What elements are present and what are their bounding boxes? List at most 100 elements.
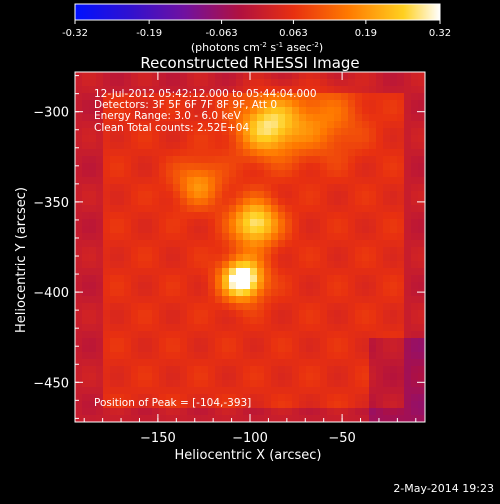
heatmap-cell xyxy=(145,401,153,409)
heatmap-cell xyxy=(257,331,265,339)
heatmap-cell xyxy=(299,408,307,416)
heatmap-cell xyxy=(397,282,405,290)
heatmap-cell xyxy=(397,268,405,276)
heatmap-cell xyxy=(313,149,321,157)
heatmap-cell xyxy=(355,205,363,213)
heatmap-cell xyxy=(215,163,223,171)
heatmap-cell xyxy=(138,233,146,241)
heatmap-cell xyxy=(215,401,223,409)
heatmap-cell xyxy=(341,352,349,360)
heatmap-cell xyxy=(383,296,391,304)
heatmap-cell xyxy=(299,135,307,143)
heatmap-cell xyxy=(404,401,412,409)
heatmap-cell xyxy=(418,254,425,262)
heatmap-cell xyxy=(362,380,370,388)
heatmap-cell xyxy=(236,219,244,227)
heatmap-cell xyxy=(236,380,244,388)
heatmap-cell xyxy=(327,254,335,262)
heatmap-cell xyxy=(75,121,83,129)
heatmap-cell xyxy=(355,212,363,220)
heatmap-cell xyxy=(82,394,90,402)
heatmap-cell xyxy=(222,79,230,87)
heatmap-cell xyxy=(215,380,223,388)
heatmap-cell xyxy=(236,233,244,241)
heatmap-cell xyxy=(152,289,160,297)
heatmap-cell xyxy=(75,317,83,325)
heatmap-cell xyxy=(173,170,181,178)
heatmap-cell xyxy=(285,79,293,87)
heatmap-cell xyxy=(145,268,153,276)
heatmap-cell xyxy=(124,275,132,283)
heatmap-cell xyxy=(411,401,419,409)
heatmap-cell xyxy=(292,275,300,283)
heatmap-cell xyxy=(411,212,419,220)
heatmap-cell xyxy=(278,338,286,346)
heatmap-cell xyxy=(376,345,384,353)
heatmap-cell xyxy=(390,86,398,94)
heatmap-cell xyxy=(390,338,398,346)
heatmap-cell xyxy=(348,86,356,94)
heatmap-cell xyxy=(110,317,118,325)
heatmap-cell xyxy=(110,387,118,395)
heatmap-cell xyxy=(131,93,139,101)
heatmap-cell xyxy=(89,184,97,192)
heatmap-cell xyxy=(208,177,216,185)
heatmap-cell xyxy=(117,359,125,367)
heatmap-cell xyxy=(390,184,398,192)
heatmap-cell xyxy=(89,191,97,199)
heatmap-cell xyxy=(334,233,342,241)
heatmap-cell xyxy=(257,380,265,388)
heatmap-cell xyxy=(124,296,132,304)
heatmap-cell xyxy=(264,408,272,416)
heatmap-cell xyxy=(222,254,230,262)
heatmap-cell xyxy=(313,107,321,115)
heatmap-cell xyxy=(215,212,223,220)
heatmap-cell xyxy=(348,401,356,409)
heatmap-cell xyxy=(292,331,300,339)
heatmap-cell xyxy=(173,394,181,402)
heatmap-cell xyxy=(145,121,153,129)
heatmap-cell xyxy=(362,156,370,164)
heatmap-cell xyxy=(187,338,195,346)
heatmap-cell xyxy=(306,107,314,115)
heatmap-cell xyxy=(334,198,342,206)
heatmap-cell xyxy=(278,184,286,192)
heatmap-cell xyxy=(285,198,293,206)
heatmap-cell xyxy=(166,135,174,143)
heatmap-cell xyxy=(96,401,104,409)
heatmap-cell xyxy=(285,394,293,402)
heatmap-cell xyxy=(397,345,405,353)
heatmap-cell xyxy=(418,261,425,269)
heatmap-cell xyxy=(82,289,90,297)
heatmap-cell xyxy=(187,331,195,339)
heatmap-cell xyxy=(369,275,377,283)
heatmap-cell xyxy=(89,359,97,367)
heatmap-cell xyxy=(187,128,195,136)
heatmap-cell xyxy=(131,177,139,185)
heatmap-cell xyxy=(376,275,384,283)
heatmap-cell xyxy=(313,79,321,87)
heatmap-cell xyxy=(96,93,104,101)
heatmap-cell xyxy=(348,212,356,220)
heatmap-cell xyxy=(271,275,279,283)
heatmap-cell xyxy=(187,254,195,262)
heatmap-cell xyxy=(292,233,300,241)
heatmap-cell xyxy=(264,219,272,227)
heatmap-cell xyxy=(75,135,83,143)
heatmap-cell xyxy=(173,282,181,290)
heatmap-cell xyxy=(250,107,258,115)
annotation-detectors: Detectors: 3F 5F 6F 7F 8F 9F, Att 0 xyxy=(94,99,277,111)
heatmap-cell xyxy=(257,170,265,178)
heatmap-cell xyxy=(362,93,370,101)
heatmap-cell xyxy=(236,149,244,157)
heatmap-cell xyxy=(397,170,405,178)
heatmap-cell xyxy=(257,156,265,164)
heatmap-cell xyxy=(173,338,181,346)
heatmap-cell xyxy=(180,352,188,360)
heatmap-cell xyxy=(264,254,272,262)
heatmap-cell xyxy=(222,149,230,157)
heatmap-cell xyxy=(222,163,230,171)
heatmap-cell xyxy=(117,324,125,332)
heatmap-cell xyxy=(313,415,321,422)
heatmap-cell xyxy=(117,149,125,157)
